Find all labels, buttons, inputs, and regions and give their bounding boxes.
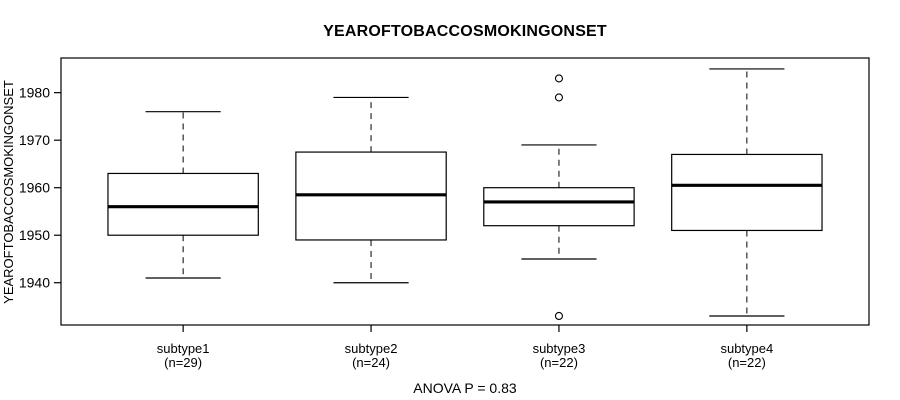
outlier-point — [554, 93, 564, 102]
boxplot-subtype1 — [107, 111, 259, 279]
x-tick-sublabel: (n=22) — [540, 355, 578, 370]
x-tick-label: subtype1 — [157, 341, 210, 356]
x-tick-sublabel: (n=29) — [164, 355, 202, 370]
boxplot-subtype3 — [483, 74, 635, 321]
plot-frame — [60, 57, 870, 326]
y-tick-label: 1950 — [19, 227, 50, 243]
chart-title: YEAROFTOBACCOSMOKINGONSET — [323, 23, 607, 40]
boxplot-series — [107, 68, 823, 321]
x-tick-label: subtype2 — [345, 341, 398, 356]
x-tick-label: subtype3 — [533, 341, 586, 356]
x-tick-sublabel: (n=22) — [728, 355, 766, 370]
y-tick-label: 1960 — [19, 180, 50, 196]
anova-caption: ANOVA P = 0.83 — [413, 380, 517, 396]
boxplot-subtype4 — [671, 68, 823, 317]
x-tick-label: subtype4 — [720, 341, 773, 356]
y-tick-label: 1940 — [19, 275, 50, 291]
x-tick-sublabel: (n=24) — [352, 355, 390, 370]
outlier-point — [554, 74, 564, 83]
iqr-box — [107, 172, 259, 236]
y-axis-label: YEAROFTOBACCOSMOKINGONSET — [1, 80, 16, 304]
x-axis: subtype1(n=29)subtype2(n=24)subtype3(n=2… — [157, 325, 773, 370]
iqr-box — [671, 153, 823, 232]
y-tick-label: 1970 — [19, 132, 50, 148]
y-axis: 1940 1950 1960 1970 1980 — [19, 85, 61, 291]
y-tick-label: 1980 — [19, 85, 50, 101]
iqr-box — [483, 187, 635, 227]
boxplot-subtype2 — [295, 96, 447, 284]
outlier-point — [554, 311, 564, 321]
